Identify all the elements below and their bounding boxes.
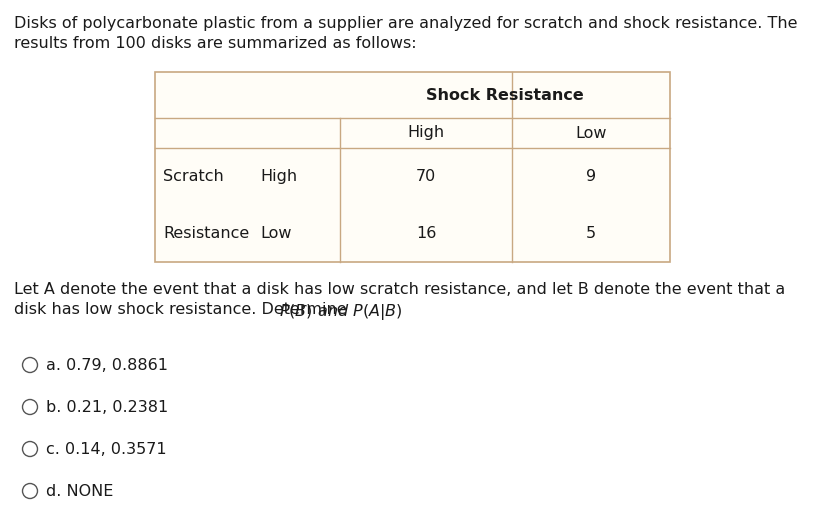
Text: b. 0.21, 0.2381: b. 0.21, 0.2381 — [46, 400, 168, 415]
Bar — [155, 72, 670, 262]
Text: 70: 70 — [416, 169, 436, 184]
Text: Scratch: Scratch — [163, 169, 224, 184]
Text: 9: 9 — [586, 169, 596, 184]
Text: $P(B)$ $\mathit{and}$ $P(A|B)$: $P(B)$ $\mathit{and}$ $P(A|B)$ — [279, 302, 402, 322]
Text: Resistance: Resistance — [163, 226, 250, 241]
Text: d. NONE: d. NONE — [46, 484, 114, 499]
Text: Let A denote the event that a disk has low scratch resistance, and let B denote : Let A denote the event that a disk has l… — [14, 282, 785, 297]
Text: 5: 5 — [586, 226, 596, 241]
Text: c. 0.14, 0.3571: c. 0.14, 0.3571 — [46, 442, 167, 457]
Text: Disks of polycarbonate plastic from a supplier are analyzed for scratch and shoc: Disks of polycarbonate plastic from a su… — [14, 16, 797, 31]
Text: High: High — [407, 125, 444, 141]
Text: results from 100 disks are summarized as follows:: results from 100 disks are summarized as… — [14, 36, 417, 51]
Text: a. 0.79, 0.8861: a. 0.79, 0.8861 — [46, 358, 168, 373]
Text: Shock Resistance: Shock Resistance — [426, 88, 584, 102]
Text: 16: 16 — [416, 226, 436, 241]
Text: Low: Low — [260, 226, 291, 241]
Text: disk has low shock resistance. Determine: disk has low shock resistance. Determine — [14, 302, 352, 317]
Text: Low: Low — [575, 125, 607, 141]
Text: High: High — [260, 169, 297, 184]
